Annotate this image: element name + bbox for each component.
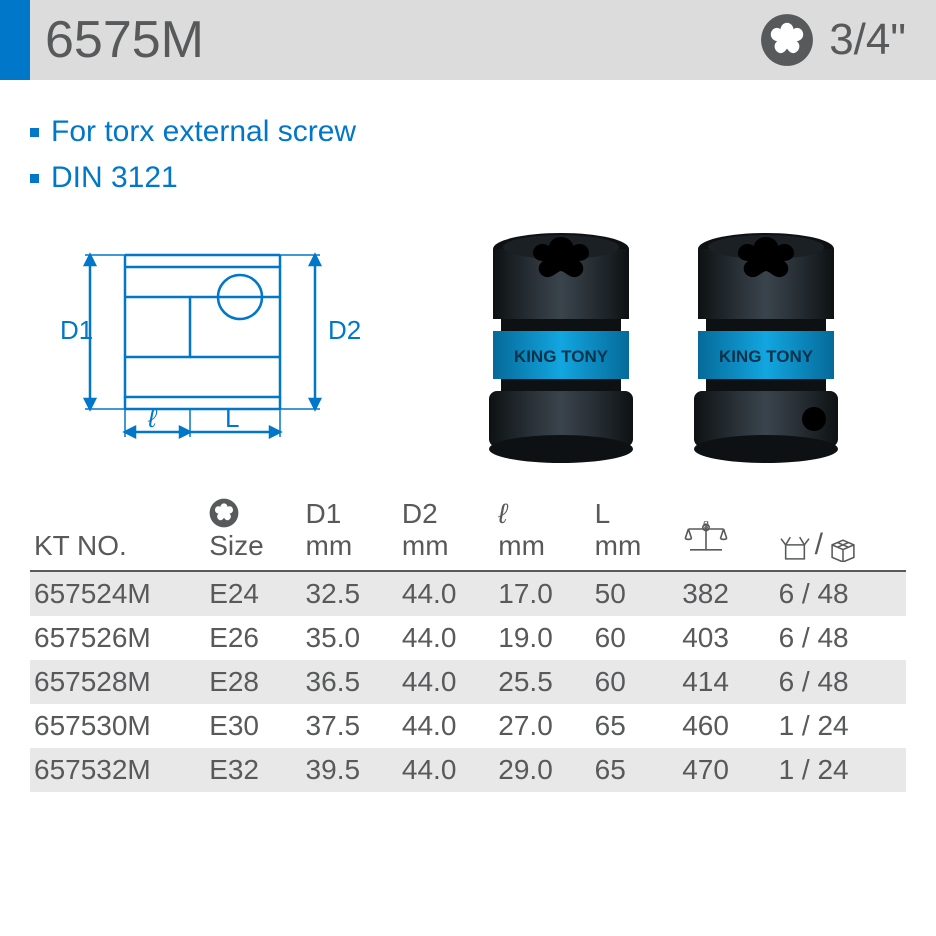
col-d2: D2 mm [398,492,494,571]
header-bar: 6575M 3/4" [0,0,936,80]
torx-icon [209,498,239,528]
box-closed-icon [827,534,859,562]
cell-ls: 19.0 [494,616,590,660]
cell-size: E32 [205,748,301,792]
spec-table-area: KT NO. Size D1 mm D2 mm [0,492,936,792]
diagram-label-l-small: ℓ [147,403,158,433]
cell-d2: 44.0 [398,748,494,792]
cell-ls: 25.5 [494,660,590,704]
brand-text: KING TONY [718,347,813,366]
diagram-label-l-big: L [225,403,239,433]
cell-size: E28 [205,660,301,704]
svg-text:g: g [703,519,709,530]
dimension-diagram: D1 D2 ℓ L [30,227,370,447]
cell-kt: 657532M [30,748,205,792]
col-ls: ℓ mm [494,492,590,571]
socket-photo-1: KING TONY [471,227,651,467]
desc-text-2: DIN 3121 [51,161,178,195]
cell-size: E30 [205,704,301,748]
cell-g: 460 [678,704,774,748]
cell-g: 403 [678,616,774,660]
table-row: 657524M E24 32.5 44.0 17.0 50 382 6 / 48 [30,571,906,616]
desc-text-1: For torx external screw [51,115,356,149]
cell-lb: 65 [591,704,679,748]
col-pack: / [775,492,906,571]
table-row: 657532M E32 39.5 44.0 29.0 65 470 1 / 24 [30,748,906,792]
spec-table: KT NO. Size D1 mm D2 mm [30,492,906,792]
cell-size: E26 [205,616,301,660]
cell-kt: 657528M [30,660,205,704]
cell-g: 470 [678,748,774,792]
col-kt: KT NO. [30,492,205,571]
pack-slash: / [815,528,823,563]
cell-pack: 1 / 24 [775,704,906,748]
box-open-icon [779,534,811,562]
cell-d1: 39.5 [302,748,398,792]
socket-photo-2: KING TONY [676,227,856,467]
cell-d2: 44.0 [398,660,494,704]
table-row: 657526M E26 35.0 44.0 19.0 60 403 6 / 48 [30,616,906,660]
cell-pack: 6 / 48 [775,660,906,704]
table-body: 657524M E24 32.5 44.0 17.0 50 382 6 / 48… [30,571,906,792]
cell-d1: 32.5 [302,571,398,616]
cell-d1: 36.5 [302,660,398,704]
cell-pack: 1 / 24 [775,748,906,792]
drive-size: 3/4" [829,15,906,65]
table-header-row: KT NO. Size D1 mm D2 mm [30,492,906,571]
cell-g: 414 [678,660,774,704]
scale-icon: g [682,519,730,555]
cell-lb: 60 [591,616,679,660]
cell-pack: 6 / 48 [775,616,906,660]
table-row: 657530M E30 37.5 44.0 27.0 65 460 1 / 24 [30,704,906,748]
cell-kt: 657524M [30,571,205,616]
bullet-icon [30,174,39,183]
cell-d2: 44.0 [398,704,494,748]
col-lb: L mm [591,492,679,571]
desc-line-1: For torx external screw [30,115,906,149]
cell-d2: 44.0 [398,616,494,660]
bullet-icon [30,128,39,137]
brand-text: KING TONY [513,347,608,366]
torx-icon [760,13,814,67]
header-right: 3/4" [760,13,906,67]
cell-ls: 29.0 [494,748,590,792]
cell-kt: 657530M [30,704,205,748]
cell-lb: 50 [591,571,679,616]
col-size-label: Size [209,530,263,562]
accent-tab [0,0,30,80]
cell-size: E24 [205,571,301,616]
diagram-label-d1: D1 [60,315,93,345]
cell-d2: 44.0 [398,571,494,616]
table-row: 657528M E28 36.5 44.0 25.5 60 414 6 / 48 [30,660,906,704]
cell-d1: 37.5 [302,704,398,748]
cell-pack: 6 / 48 [775,571,906,616]
col-d1: D1 mm [302,492,398,571]
header-left: 6575M [0,0,204,80]
cell-ls: 27.0 [494,704,590,748]
desc-line-2: DIN 3121 [30,161,906,195]
cell-ls: 17.0 [494,571,590,616]
description: For torx external screw DIN 3121 [0,80,936,217]
cell-lb: 60 [591,660,679,704]
cell-d1: 35.0 [302,616,398,660]
diagram-label-d2: D2 [328,315,361,345]
cell-g: 382 [678,571,774,616]
product-photo-area: KING TONY KING TONY [420,227,906,467]
mid-row: D1 D2 ℓ L KING TONY [0,217,936,492]
cell-kt: 657526M [30,616,205,660]
model-title: 6575M [45,10,204,70]
col-weight: g [678,492,774,571]
cell-lb: 65 [591,748,679,792]
col-size: Size [205,492,301,571]
